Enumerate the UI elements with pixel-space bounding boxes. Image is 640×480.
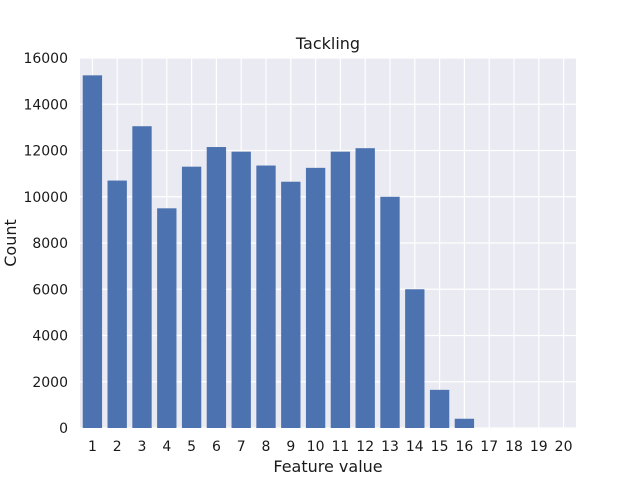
y-axis-ticks: 0 2000 4000 6000 8000 10000 12000 14000 16000 [23, 51, 68, 437]
bar-6 [206, 147, 227, 428]
x-tick-label: 16 [455, 439, 473, 455]
x-tick-label: 8 [262, 439, 271, 455]
y-axis-label: Count [1, 219, 20, 267]
chart-title: Tackling [295, 34, 360, 53]
x-tick-label: 5 [187, 439, 196, 455]
x-tick-label: 19 [530, 439, 548, 455]
x-tick-label: 6 [212, 439, 221, 455]
x-tick-label: 13 [381, 439, 399, 455]
y-tick-label: 6000 [32, 282, 68, 298]
bar-8 [256, 165, 276, 428]
x-tick-label: 14 [406, 439, 424, 455]
x-tick-label: 17 [480, 439, 498, 455]
bar-10 [305, 167, 326, 428]
x-tick-label: 12 [356, 439, 374, 455]
y-tick-label: 0 [59, 421, 68, 437]
x-tick-label: 15 [431, 439, 449, 455]
y-tick-label: 14000 [23, 97, 68, 113]
bar-15 [429, 389, 450, 428]
x-tick-label: 18 [505, 439, 523, 455]
x-axis-ticks: 1 2 3 4 5 6 7 8 9 10 11 12 13 14 15 16 17 18 19 20 [88, 439, 573, 455]
x-axis-label: Feature value [273, 457, 382, 476]
x-tick-label: 20 [555, 439, 573, 455]
x-tick-label: 10 [307, 439, 325, 455]
x-tick-label: 1 [88, 439, 97, 455]
bar-11 [330, 151, 351, 428]
x-tick-label: 4 [162, 439, 171, 455]
y-tick-label: 8000 [32, 236, 68, 252]
bar-14 [405, 289, 425, 428]
bar-4 [157, 208, 177, 428]
bar-3 [132, 126, 152, 428]
bar-9 [281, 181, 301, 428]
x-tick-label: 3 [138, 439, 147, 455]
bar-2 [107, 180, 127, 428]
x-tick-label: 9 [286, 439, 295, 455]
bar-12 [355, 148, 375, 428]
x-tick-label: 2 [113, 439, 122, 455]
y-tick-label: 12000 [23, 144, 68, 160]
y-tick-label: 2000 [32, 375, 68, 391]
y-tick-label: 4000 [32, 329, 68, 345]
x-tick-label: 7 [237, 439, 246, 455]
bar-13 [380, 196, 400, 428]
bar-1 [82, 75, 103, 428]
bar-5 [181, 166, 202, 428]
y-tick-label: 16000 [23, 51, 68, 67]
x-tick-label: 11 [331, 439, 349, 455]
y-tick-label: 10000 [23, 190, 68, 206]
bar-series [82, 75, 475, 428]
bar-16 [454, 418, 475, 428]
bar-7 [231, 151, 251, 428]
